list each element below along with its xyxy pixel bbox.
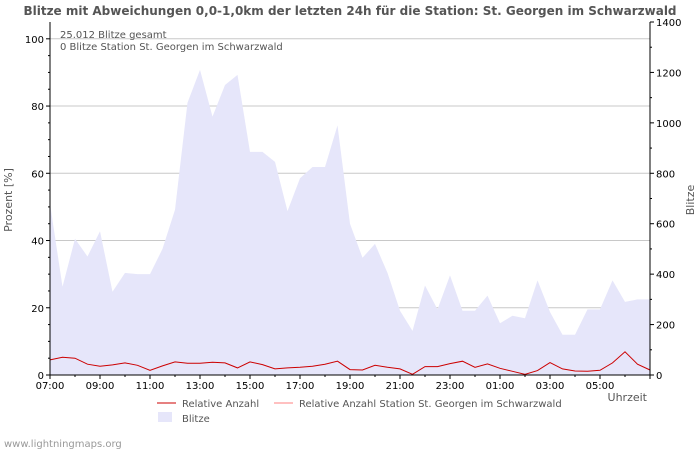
y-left-tick-label: 100 (25, 35, 44, 46)
y-left-tick-label: 60 (31, 169, 44, 180)
x-tick-label: 23:00 (436, 381, 465, 392)
x-axis-label: Uhrzeit (608, 391, 648, 404)
footer-credit: www.lightningmaps.org (4, 439, 122, 450)
x-tick-label: 17:00 (286, 381, 315, 392)
x-tick-label: 13:00 (186, 381, 215, 392)
y-right-tick-label: 200 (656, 321, 675, 332)
y-right-tick-label: 400 (656, 270, 675, 281)
y-right-tick-label: 800 (656, 169, 675, 180)
series-line-1 (49, 351, 651, 375)
x-tick-label: 21:00 (386, 381, 415, 392)
info-station-strikes: 0 Blitze Station St. Georgen im Schwarzw… (60, 42, 283, 53)
axes: 020406080100020040060080010001200140007:… (25, 18, 682, 392)
y-left-tick-label: 80 (31, 102, 44, 113)
x-tick-label: 05:00 (586, 381, 615, 392)
x-tick-label: 01:00 (486, 381, 515, 392)
x-tick-label: 11:00 (136, 381, 165, 392)
y-left-tick-label: 20 (31, 304, 44, 315)
y-axis-label-right: Blitze (684, 185, 697, 216)
y-left-tick-label: 0 (38, 371, 44, 382)
x-tick-label: 09:00 (86, 381, 115, 392)
legend-label-relative-anzahl: Relative Anzahl (182, 399, 259, 410)
series-area-blitze (50, 69, 650, 376)
y-right-tick-label: 0 (656, 371, 662, 382)
area-layer (50, 69, 650, 376)
x-tick-label: 07:00 (36, 381, 65, 392)
x-tick-label: 03:00 (536, 381, 565, 392)
y-left-tick-label: 40 (31, 237, 44, 248)
x-tick-label: 19:00 (336, 381, 365, 392)
legend-label-blitze: Blitze (182, 414, 210, 425)
y-right-tick-label: 1000 (656, 119, 681, 130)
y-axis-label-left: Prozent [%] (2, 168, 15, 232)
legend-label-relative-anzahl-station: Relative Anzahl Station St. Georgen im S… (299, 399, 562, 410)
legend: Relative Anzahl Relative Anzahl Station … (157, 399, 562, 425)
x-tick-label: 15:00 (236, 381, 265, 392)
y-right-tick-label: 1200 (656, 68, 681, 79)
legend-swatch-blitze (158, 412, 172, 422)
y-right-tick-label: 600 (656, 220, 675, 231)
info-total-strikes: 25.012 Blitze gesamt (60, 30, 167, 41)
y-right-tick-label: 1400 (656, 18, 681, 29)
chart-title: Blitze mit Abweichungen 0,0-1,0km der le… (23, 4, 676, 18)
